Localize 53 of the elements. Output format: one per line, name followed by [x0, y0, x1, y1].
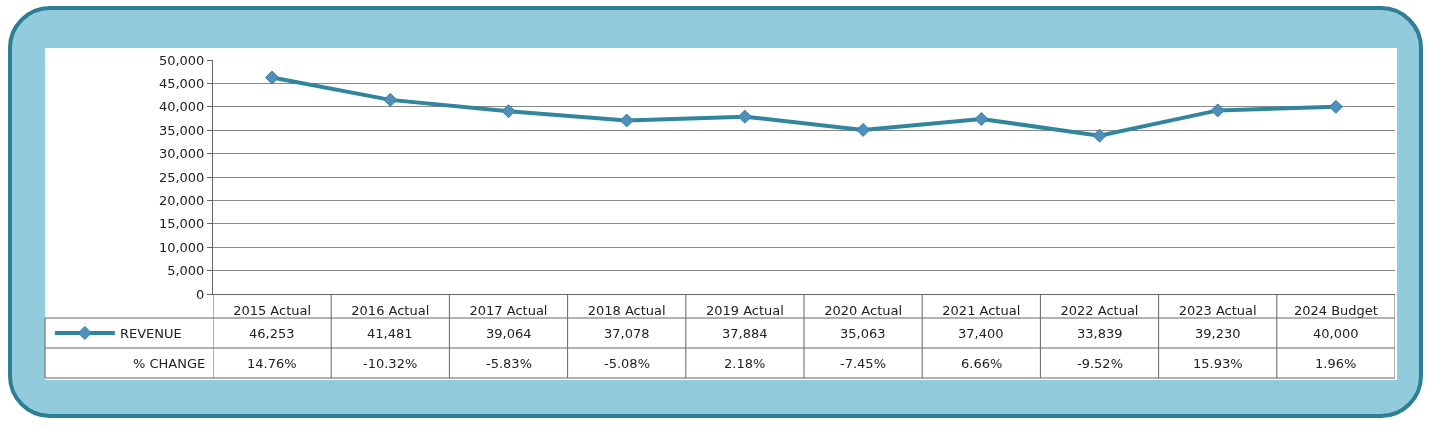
data-label: 41,481 — [367, 326, 413, 341]
y-tick-label: 5,000 — [167, 263, 205, 279]
point — [501, 104, 516, 119]
text: 6.66% — [961, 356, 1003, 371]
y-tick-label: 10,000 — [158, 239, 205, 255]
text: 2.18% — [724, 356, 766, 371]
data-label: 35,063 — [840, 326, 886, 341]
data-label: 33,839 — [1077, 326, 1123, 341]
point — [1210, 103, 1225, 118]
data-label: 37,078 — [604, 326, 650, 341]
x-tick-label: 2023 Actual — [1178, 302, 1257, 318]
data-label: 37,400 — [958, 326, 1004, 341]
point — [974, 111, 989, 126]
text: -7.45% — [840, 356, 886, 371]
point — [737, 109, 752, 124]
point — [619, 113, 634, 128]
x-tick-label: 2019 Actual — [705, 302, 784, 318]
x-tick-label: 2021 Actual — [942, 302, 1021, 318]
y-tick-label: 45,000 — [158, 75, 205, 91]
text: 1.96% — [1315, 356, 1357, 371]
y-tick-label: 35,000 — [158, 122, 205, 138]
point — [856, 122, 871, 137]
data-label: 39,064 — [486, 326, 532, 341]
point — [383, 92, 398, 107]
point — [1092, 128, 1107, 143]
text: -5.08% — [604, 356, 650, 371]
y-tick-label: 50,000 — [158, 52, 205, 68]
data-label: 46,253 — [249, 326, 295, 341]
text: -9.52% — [1077, 356, 1123, 371]
x-tick-label: 2024 Budget — [1293, 302, 1378, 318]
text: -5.83% — [486, 356, 532, 371]
y-tick-label: 0 — [196, 286, 205, 302]
y-tick-label: 20,000 — [158, 192, 205, 208]
text: 14.76% — [247, 356, 297, 371]
x-tick-label: 2020 Actual — [824, 302, 903, 318]
text: 15.93% — [1193, 356, 1243, 371]
data-label: 39,230 — [1195, 326, 1241, 341]
y-tick-label: 15,000 — [158, 216, 205, 232]
point — [265, 70, 280, 85]
data-label: 37,884 — [722, 326, 768, 341]
text: -10.32% — [363, 356, 418, 371]
x-tick-label: 2017 Actual — [469, 302, 548, 318]
x-tick-label: 2015 Actual — [233, 302, 312, 318]
point — [1328, 99, 1343, 114]
text: % CHANGE — [133, 356, 206, 371]
x-tick-label: 2016 Actual — [351, 302, 430, 318]
y-tick-label: 25,000 — [158, 169, 205, 185]
legend-label: REVENUE — [119, 326, 182, 342]
y-tick-label: 40,000 — [158, 99, 205, 115]
y-tick-label: 30,000 — [158, 146, 205, 162]
x-tick-label: 2022 Actual — [1060, 302, 1139, 318]
x-tick-label: 2018 Actual — [587, 302, 666, 318]
data-label: 40,000 — [1313, 326, 1359, 341]
